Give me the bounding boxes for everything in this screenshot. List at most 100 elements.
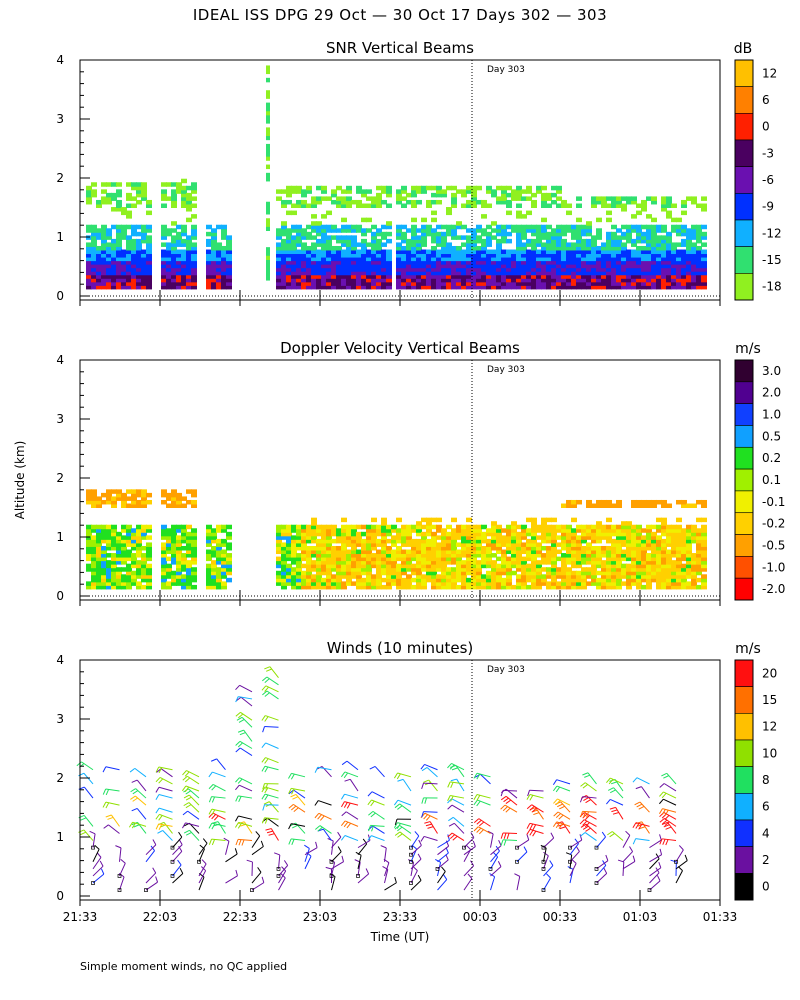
doppler-cell — [546, 574, 552, 579]
doppler-cell — [296, 577, 302, 583]
doppler-cell — [176, 545, 182, 551]
doppler-cell — [521, 574, 527, 579]
doppler-cell — [441, 531, 447, 537]
snr-cell — [91, 245, 97, 251]
doppler-cell — [206, 570, 212, 576]
wind-barb — [635, 838, 650, 842]
snr-cell — [161, 263, 167, 269]
wind-barb-flag — [579, 796, 584, 803]
doppler-cell — [566, 560, 572, 565]
snr-cell — [566, 274, 572, 279]
doppler-cell — [606, 538, 612, 544]
doppler-cell — [621, 549, 627, 555]
snr-cell — [141, 270, 147, 276]
doppler-cell — [406, 538, 412, 544]
doppler-cell — [161, 567, 167, 572]
snr-cell — [161, 253, 167, 258]
doppler-cell — [111, 545, 117, 551]
snr-cell — [536, 185, 542, 191]
wind-barb-flag — [506, 833, 510, 840]
doppler-cell — [351, 524, 357, 530]
doppler-cell — [291, 574, 297, 579]
snr-cell — [86, 281, 92, 286]
snr-cell — [506, 274, 512, 279]
snr-cell — [161, 203, 167, 208]
doppler-cell — [611, 567, 617, 572]
doppler-cell — [456, 584, 462, 590]
doppler-cell — [291, 553, 297, 558]
doppler-cell — [306, 570, 312, 576]
snr-cell — [226, 235, 232, 240]
wind-barb — [331, 836, 342, 848]
doppler-cell — [416, 521, 422, 526]
doppler-cell — [686, 581, 692, 586]
snr-cell — [446, 284, 452, 290]
doppler-cell — [611, 549, 617, 555]
snr-cell — [446, 253, 452, 258]
doppler-cell — [456, 577, 462, 583]
doppler-cell — [446, 545, 452, 551]
snr-cell — [181, 263, 187, 269]
wind-barb-flag — [78, 772, 85, 777]
snr-cell — [141, 192, 147, 198]
doppler-cell — [126, 531, 132, 537]
doppler-cell — [616, 556, 622, 562]
wind-barb-flag — [76, 761, 82, 767]
doppler-cell — [101, 492, 107, 498]
wind-barb-flag — [185, 832, 192, 836]
doppler-cell — [506, 528, 512, 533]
doppler-cell — [421, 538, 427, 544]
wind-barb — [158, 823, 173, 827]
snr-cell — [226, 256, 232, 262]
wind-barb-flag — [155, 807, 160, 814]
doppler-cell — [676, 584, 682, 590]
snr-cell — [691, 267, 697, 272]
doppler-cell — [596, 531, 602, 537]
snr-cell — [416, 284, 422, 290]
doppler-cell — [566, 503, 572, 508]
snr-cell — [141, 277, 147, 283]
snr-cell — [116, 203, 122, 208]
snr-cell — [161, 196, 167, 201]
snr-cell — [191, 242, 197, 247]
snr-cell — [696, 245, 702, 251]
doppler-cell — [546, 549, 552, 555]
snr-cell — [171, 253, 177, 258]
doppler-cell — [161, 553, 167, 558]
doppler-cell — [376, 574, 382, 579]
snr-cell — [651, 196, 657, 201]
wind-barb — [266, 676, 279, 686]
snr-cell — [651, 256, 657, 262]
doppler-cell — [586, 567, 592, 572]
snr-cell — [266, 69, 270, 75]
snr-cell — [436, 189, 442, 194]
snr-cell — [451, 196, 457, 201]
wind-barb — [240, 696, 253, 707]
wind-barb-flag — [211, 796, 216, 803]
doppler-cell — [571, 535, 577, 540]
snr-cell — [266, 251, 270, 256]
snr-cell — [91, 235, 97, 240]
snr-cell — [426, 284, 432, 290]
snr-cell — [291, 274, 297, 279]
doppler-cell — [101, 528, 107, 533]
snr-cell — [516, 189, 522, 194]
doppler-cell — [206, 535, 212, 540]
snr-cell — [671, 249, 677, 255]
snr-cell — [516, 249, 522, 255]
doppler-cell — [701, 581, 707, 586]
snr-cell — [551, 245, 557, 251]
snr-cell — [616, 238, 622, 244]
doppler-cell — [426, 574, 432, 579]
doppler-cell — [521, 560, 527, 565]
doppler-cell — [116, 553, 122, 558]
colorbar-label: -15 — [762, 253, 782, 267]
doppler-cell — [576, 577, 582, 583]
snr-cell — [336, 238, 342, 244]
doppler-cell — [486, 577, 492, 583]
doppler-cell — [681, 531, 687, 537]
snr-cell — [506, 199, 512, 205]
doppler-cell — [536, 577, 542, 583]
snr-cell — [216, 256, 222, 262]
snr-cell — [696, 224, 702, 230]
